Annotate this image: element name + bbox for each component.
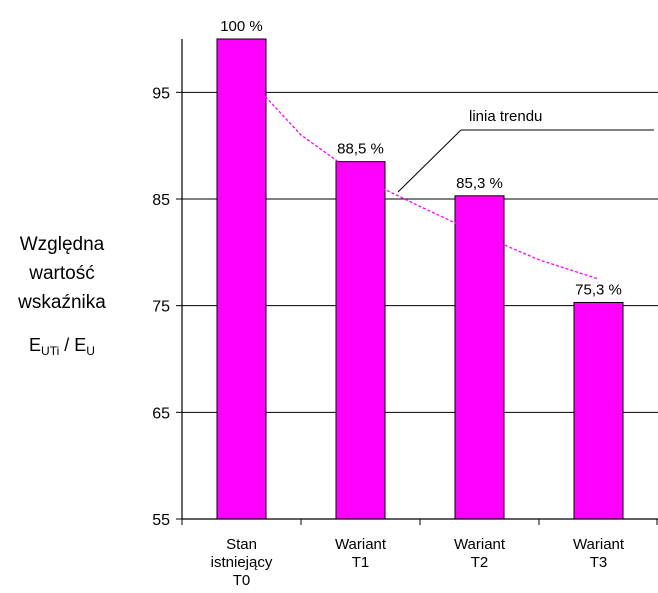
category-label: Wariant (335, 536, 387, 553)
category-label: istniejący (211, 554, 273, 571)
data-label: 88,5 % (337, 141, 384, 158)
trend-line (241, 70, 599, 280)
axes (181, 39, 658, 525)
data-label: 100 % (220, 18, 263, 35)
y-tick-label: 95 (152, 85, 170, 102)
ratio-denominator-base: E (74, 335, 87, 355)
y-axis-label: Względna wartość wskaźnika EUTi / EU (0, 230, 124, 366)
annotation-leader-line (397, 129, 462, 193)
bar (216, 38, 267, 520)
y-tick-label: 85 (152, 192, 170, 209)
ratio-numerator-subscript: UTi (41, 344, 60, 358)
category-label: Stan (226, 536, 257, 553)
y-tick-label: 75 (152, 299, 170, 316)
category-label: Wariant (573, 536, 625, 553)
y-axis-ratio-label: EUTi / EU (0, 331, 124, 366)
category-label: T3 (590, 554, 608, 571)
y-axis-label-line-3: wskaźnika (18, 292, 106, 313)
bars (216, 38, 624, 520)
data-labels: 100 % 88,5 % 85,3 % 75,3 % (220, 18, 622, 298)
category-label: T0 (233, 572, 251, 589)
y-axis-label-line-2: wartość (29, 263, 95, 284)
bar (573, 301, 624, 520)
y-tick-label: 65 (152, 405, 170, 422)
category-labels: StanistniejącyT0WariantT1WariantT2Warian… (211, 536, 625, 589)
bar (335, 161, 386, 520)
trend-path (241, 70, 599, 280)
category-label: Wariant (454, 536, 506, 553)
trend-annotation-label: linia trendu (469, 108, 542, 125)
y-tick-labels: 55 65 75 85 95 (152, 85, 182, 529)
data-label: 85,3 % (456, 175, 503, 192)
y-axis-label-line-1: Względna (19, 234, 105, 255)
category-label: T1 (352, 554, 370, 571)
bar (454, 195, 505, 520)
category-label: T2 (471, 554, 489, 571)
ratio-denominator-subscript: U (86, 344, 95, 358)
data-label: 75,3 % (575, 281, 622, 298)
y-tick-label: 55 (152, 512, 170, 529)
trend-annotation: linia trendu (397, 108, 654, 193)
ratio-separator: / (59, 335, 75, 355)
ratio-numerator-base: E (29, 335, 42, 355)
